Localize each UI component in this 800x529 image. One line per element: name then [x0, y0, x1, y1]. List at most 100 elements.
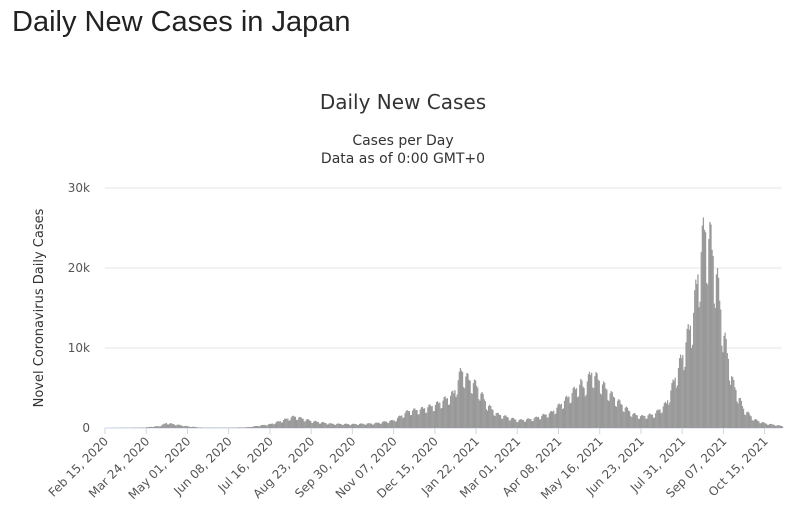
bar: [616, 406, 618, 428]
bar: [183, 426, 185, 428]
bar: [584, 396, 586, 428]
bar: [745, 415, 747, 428]
bar: [684, 366, 686, 428]
bar: [193, 426, 196, 428]
bar: [749, 415, 751, 428]
bar: [387, 423, 389, 428]
bar: [782, 426, 784, 428]
bar: [596, 373, 598, 428]
bar: [345, 423, 348, 428]
bar: [767, 424, 770, 428]
bar: [419, 409, 421, 428]
bar: [579, 384, 581, 428]
bar: [188, 426, 190, 428]
bar: [489, 404, 491, 428]
bar: [588, 371, 591, 428]
bar: [739, 397, 741, 428]
bar: [250, 427, 252, 428]
bar: [525, 419, 528, 428]
y-tick-label: 0: [82, 421, 90, 435]
bar: [160, 426, 162, 428]
bar: [758, 421, 760, 428]
bar: [713, 303, 715, 428]
bar: [638, 418, 641, 428]
bar: [688, 329, 690, 428]
bar: [778, 425, 780, 428]
bar: [561, 409, 563, 428]
bar: [472, 383, 475, 428]
bar: [485, 409, 488, 428]
bar: [315, 421, 317, 428]
bar: [537, 416, 540, 428]
bar: [501, 418, 503, 428]
bar: [473, 379, 476, 428]
bar: [646, 418, 648, 428]
bar: [766, 424, 769, 428]
bar: [426, 412, 428, 428]
bar: [328, 423, 330, 428]
bar: [147, 427, 149, 428]
bar: [464, 388, 466, 428]
bar: [742, 408, 745, 428]
bar: [391, 419, 393, 428]
bar: [337, 423, 339, 428]
bar: [675, 387, 677, 428]
bar: [480, 393, 482, 428]
bar: [698, 307, 700, 428]
bar: [497, 413, 499, 428]
bar: [604, 382, 606, 428]
bar: [436, 401, 439, 428]
bar: [444, 396, 446, 428]
bar: [592, 387, 594, 428]
bar: [652, 417, 655, 428]
bar: [474, 380, 477, 428]
bar: [276, 421, 278, 428]
bar: [305, 419, 307, 428]
bar: [443, 397, 445, 428]
bar: [541, 415, 543, 428]
bar: [723, 335, 725, 428]
bar: [617, 400, 619, 428]
bar: [463, 387, 465, 428]
bar: [582, 386, 584, 428]
bar: [401, 415, 403, 428]
bar: [371, 424, 374, 428]
bar: [410, 415, 413, 428]
bar: [625, 406, 628, 428]
bar: [344, 423, 347, 428]
bar: [704, 232, 707, 428]
bar: [542, 414, 544, 428]
bar: [238, 427, 240, 428]
bar: [546, 417, 548, 428]
bar: [762, 422, 764, 428]
bar: [306, 419, 309, 428]
bar: [755, 419, 758, 428]
bar: [294, 416, 297, 428]
bar: [145, 427, 147, 428]
bar: [559, 404, 561, 428]
bar: [269, 423, 272, 428]
bar: [651, 414, 654, 428]
bar: [152, 426, 154, 428]
bar: [298, 417, 300, 428]
bar: [388, 422, 390, 428]
bar: [686, 328, 688, 428]
bar: [548, 413, 550, 428]
bar: [319, 423, 322, 428]
bar: [195, 427, 197, 428]
bar: [392, 420, 394, 428]
bar: [659, 409, 661, 428]
bar: [407, 411, 409, 428]
bar: [658, 410, 660, 428]
bar: [378, 422, 380, 428]
bar: [177, 424, 179, 428]
bar: [610, 390, 612, 428]
bar: [247, 427, 249, 428]
bar: [417, 414, 419, 428]
bar: [553, 410, 555, 428]
bar: [624, 407, 626, 428]
bar: [342, 424, 344, 428]
bar: [780, 425, 783, 428]
bar: [255, 426, 258, 428]
bar: [418, 414, 420, 428]
